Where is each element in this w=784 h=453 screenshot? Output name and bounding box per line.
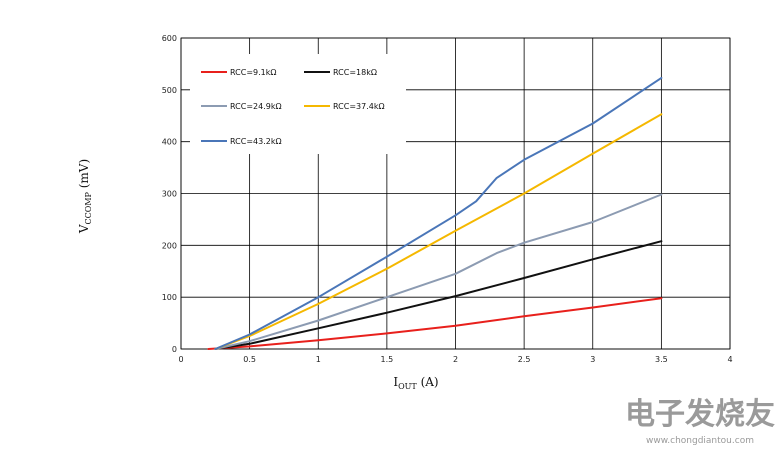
x-tick-label: 4: [727, 355, 732, 364]
x-tick-label: 1: [316, 355, 321, 364]
x-tick-label: 2: [453, 355, 458, 364]
legend: RCC=9.1kΩ RCC=18kΩ RCC=24.9kΩ RCC=37.4kΩ RCC…: [201, 68, 385, 146]
series-line-3: [214, 193, 663, 350]
watermark-logo: 电子发烧友 www.chongdiantou.com: [625, 397, 775, 446]
plot-area: [180, 37, 731, 350]
x-axis-title: IOUT (A): [393, 375, 438, 391]
y-axis-title: VCCOMP (mV): [77, 159, 93, 234]
x-tick-label: 3.5: [655, 355, 668, 364]
watermark-logo-text: 电子发烧友: [625, 397, 775, 432]
series-line-2: [214, 240, 663, 350]
legend-background: [190, 54, 406, 154]
watermark-url: www.chongdiantou.com: [646, 436, 754, 446]
x-tick-label: 0.5: [243, 355, 256, 364]
series-line-1: [207, 297, 663, 350]
x-axis-ticks: 0 0.5 1 1.5 2 2.5 3 3.5 4: [178, 355, 732, 364]
y-tick-label: 500: [162, 86, 177, 95]
x-tick-label: 1.5: [381, 355, 394, 364]
x-tick-label: 2.5: [518, 355, 531, 364]
y-axis-ticks: 0 100 200 300 400 500 600: [162, 34, 177, 354]
series-lines: [207, 76, 663, 350]
x-tick-label: 3: [590, 355, 595, 364]
legend-label: RCC=24.9kΩ: [230, 102, 282, 111]
legend-label: RCC=18kΩ: [333, 68, 377, 77]
series-line-5: [214, 76, 663, 350]
legend-label: RCC=9.1kΩ: [230, 68, 277, 77]
y-tick-label: 100: [162, 293, 177, 302]
legend-label: RCC=37.4kΩ: [333, 102, 385, 111]
y-tick-label: 300: [162, 190, 177, 199]
y-tick-label: 600: [162, 34, 177, 43]
series-line-4: [214, 113, 663, 350]
legend-label: RCC=43.2kΩ: [230, 137, 282, 146]
y-tick-label: 0: [172, 345, 177, 354]
y-tick-label: 400: [162, 138, 177, 147]
y-tick-label: 200: [162, 241, 177, 250]
x-tick-label: 0: [178, 355, 183, 364]
